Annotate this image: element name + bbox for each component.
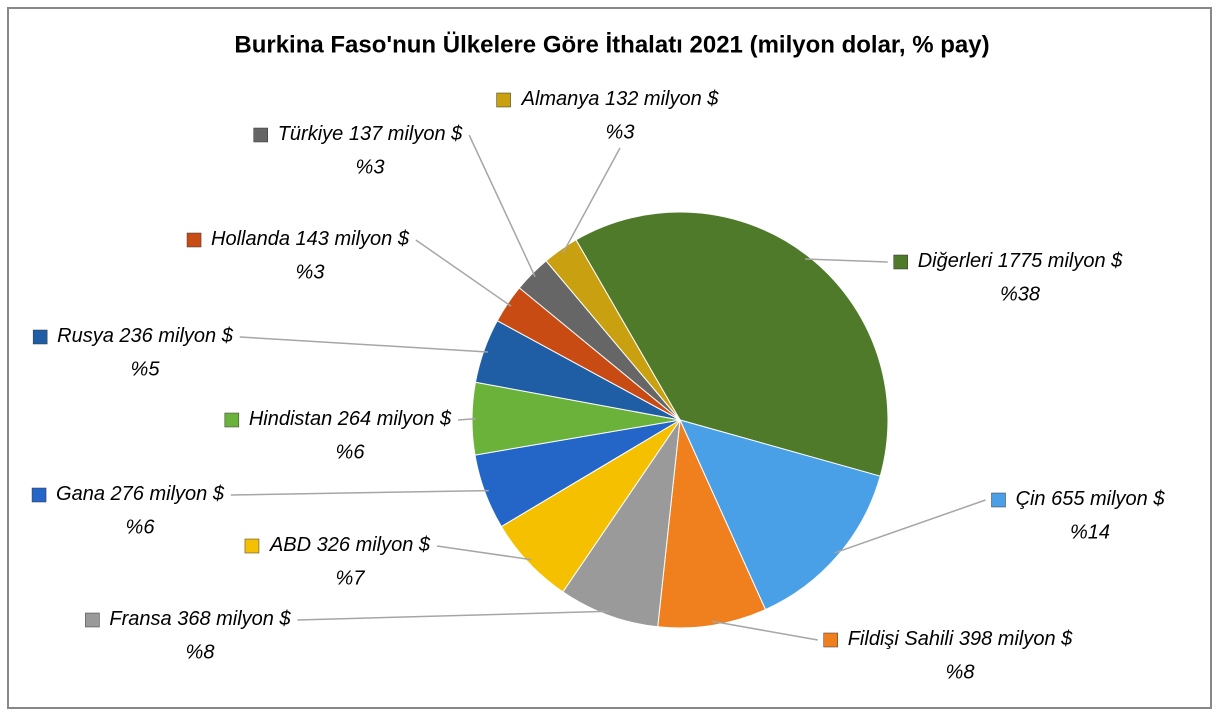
legend-marker — [85, 612, 100, 628]
leader-line — [436, 545, 532, 561]
percent-label: %3 — [356, 156, 385, 178]
legend-marker — [893, 254, 908, 270]
percent-label: %7 — [336, 567, 366, 589]
label-name: Hindistan — [249, 408, 332, 430]
leader-line — [415, 239, 512, 307]
percent-label: %3 — [296, 261, 325, 283]
percent-label: %6 — [336, 441, 366, 463]
data-label: Gana 276 milyon $ — [56, 483, 225, 505]
label-name: Çin — [1016, 488, 1046, 510]
label-name: Gana — [56, 483, 105, 505]
data-label: Fransa 368 milyon $ — [109, 608, 291, 630]
pie-slice — [545, 239, 681, 421]
legend-marker — [224, 412, 240, 428]
pie-slice — [575, 211, 889, 477]
pie-slice — [657, 418, 767, 629]
leader-line — [297, 610, 610, 621]
leader-line — [805, 258, 888, 263]
label-name: Türkiye — [278, 123, 344, 145]
label-value: 655 milyon $ — [1051, 488, 1165, 510]
label-name: Almanya — [521, 88, 600, 110]
leader-line — [468, 134, 536, 277]
percent-label: %38 — [1000, 283, 1040, 305]
label-value: 137 milyon $ — [349, 123, 463, 145]
label-value: 1775 milyon $ — [998, 250, 1123, 272]
leader-line — [834, 499, 986, 554]
data-label: Fildişi Sahili 398 milyon $ — [848, 628, 1073, 650]
label-value: 132 milyon $ — [605, 88, 719, 110]
legend-marker — [186, 232, 202, 248]
data-label: Türkiye 137 milyon $ — [278, 123, 463, 145]
label-name: Diğerleri — [918, 250, 993, 272]
label-value: 264 milyon $ — [337, 408, 452, 430]
leader-line — [230, 489, 489, 496]
data-label: Rusya 236 milyon $ — [57, 325, 234, 347]
label-value: 236 milyon $ — [118, 325, 233, 347]
percent-label: %8 — [186, 641, 215, 663]
leader-line — [239, 336, 488, 353]
chart-title: Burkina Faso'nun Ülkelere Göre İthalatı … — [234, 31, 989, 58]
data-label: Hindistan 264 milyon $ — [249, 408, 452, 430]
percent-label: %3 — [606, 121, 635, 143]
legend-marker — [31, 487, 47, 503]
legend-marker — [823, 632, 838, 648]
leader-line — [457, 417, 477, 421]
label-value: 326 milyon $ — [317, 534, 431, 556]
data-label: ABD 326 milyon $ — [269, 534, 431, 556]
percent-label: %6 — [126, 516, 156, 538]
pie-slice — [679, 419, 881, 611]
pie-slice — [562, 419, 681, 628]
legend-marker — [496, 92, 511, 108]
leader-line — [562, 147, 621, 254]
percent-label: %14 — [1070, 521, 1110, 543]
leader-line — [711, 620, 818, 641]
legend-marker — [244, 538, 260, 554]
label-name: ABD — [269, 534, 311, 556]
legend-marker — [32, 329, 48, 345]
label-name: Fildişi Sahili — [848, 628, 954, 650]
percent-label: %5 — [131, 358, 161, 380]
label-value: 276 milyon $ — [110, 483, 225, 505]
data-label: Almanya 132 milyon $ — [521, 88, 720, 110]
data-label: Diğerleri 1775 milyon $ — [918, 250, 1123, 272]
label-value: 398 milyon $ — [959, 628, 1073, 650]
legend-marker — [991, 492, 1006, 508]
data-label: Çin 655 milyon $ — [1016, 488, 1166, 510]
label-value: 368 milyon $ — [177, 608, 291, 630]
label-name: Rusya — [57, 325, 114, 347]
legend-marker — [253, 127, 268, 143]
label-name: Fransa — [109, 608, 171, 630]
label-name: Hollanda — [211, 228, 290, 250]
percent-label: %8 — [946, 661, 975, 683]
data-label: Hollanda 143 milyon $ — [211, 228, 410, 250]
label-value: 143 milyon $ — [296, 228, 410, 250]
